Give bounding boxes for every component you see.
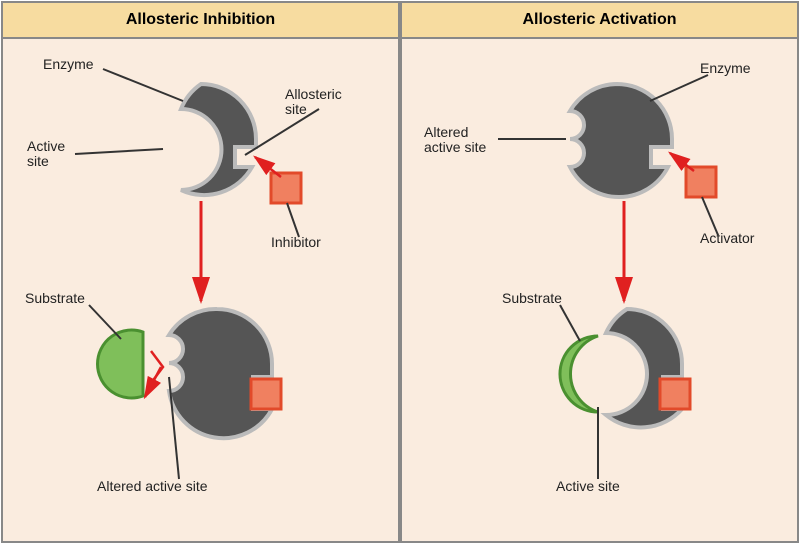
label-altered-active-site-inhib: Altered active site <box>97 479 208 494</box>
panel-title-inhibition: Allosteric Inhibition <box>3 3 398 39</box>
label-active-site-act: Active site <box>556 479 620 494</box>
panel-activation: Allosteric Activation <box>400 1 799 543</box>
label-enzyme-inhib: Enzyme <box>43 57 94 72</box>
line-enzyme <box>103 69 183 101</box>
arrow-activator-to-site <box>670 153 694 171</box>
diagram-container: Allosteric Inhibition <box>0 0 800 544</box>
line-substrate <box>89 305 121 339</box>
panel-title-activation: Allosteric Activation <box>402 3 797 39</box>
bounce-arrow <box>145 367 161 397</box>
line-active-site <box>75 149 163 154</box>
substrate-act <box>560 336 598 412</box>
label-enzyme-act: Enzyme <box>700 61 751 76</box>
enzyme-top-inhib <box>181 84 256 195</box>
panel-body-inhibition: Enzyme Activesite Allostericsite Inhibit… <box>3 39 398 541</box>
panel-inhibition: Allosteric Inhibition <box>1 1 400 543</box>
label-inhibitor: Inhibitor <box>271 235 321 250</box>
substrate-inhib <box>98 330 143 398</box>
label-altered-active-site-act: Alteredactive site <box>424 125 486 156</box>
label-substrate-act: Substrate <box>502 291 562 306</box>
line-substrate-act <box>560 305 580 341</box>
line-enzyme-act <box>650 75 708 101</box>
svg-activation <box>402 39 800 539</box>
activator-bound <box>660 379 690 409</box>
line-inhibitor <box>287 203 299 237</box>
bounce-mark <box>151 351 163 383</box>
panel-body-activation: Enzyme Alteredactive site Activator Subs… <box>402 39 797 541</box>
enzyme-top-act <box>570 84 672 197</box>
inhibitor-top <box>271 173 301 203</box>
activator-top <box>686 167 716 197</box>
inhibitor-bound <box>251 379 281 409</box>
label-substrate-inhib: Substrate <box>25 291 85 306</box>
label-active-site-inhib: Activesite <box>27 139 65 170</box>
enzyme-bot-inhib <box>169 309 272 438</box>
arrow-inhibitor-to-site <box>255 157 281 177</box>
label-allosteric-site: Allostericsite <box>285 87 342 118</box>
label-activator: Activator <box>700 231 754 246</box>
